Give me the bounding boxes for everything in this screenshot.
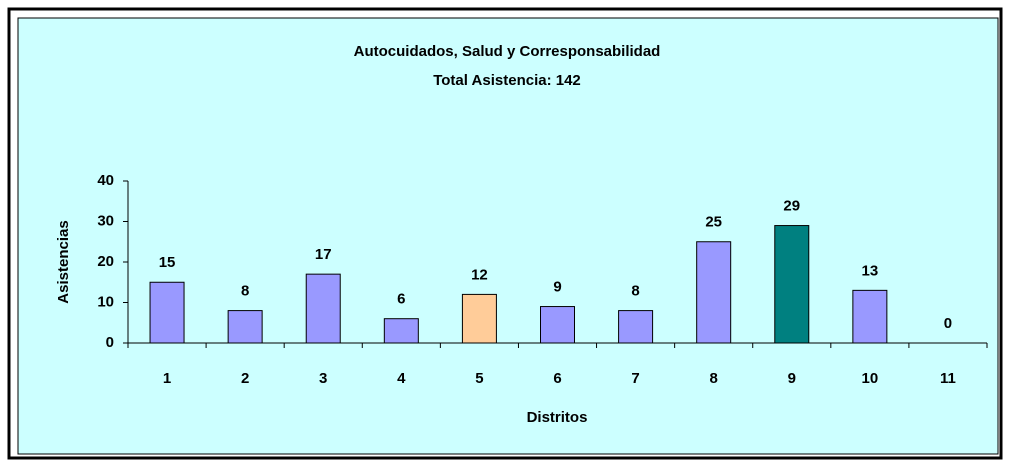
y-tick-label: 40 [97,172,114,189]
y-tick-label: 20 [97,253,114,270]
bar [540,306,575,344]
y-tick-label: 30 [97,212,114,229]
bar [618,310,654,344]
x-tick-label: 6 [553,370,561,387]
data-label: 0 [944,315,952,332]
bar [305,273,341,344]
x-tick-label: 9 [788,370,796,387]
data-label: 15 [159,254,176,271]
x-tick-label: 11 [940,370,956,387]
chart-area [17,17,999,455]
data-label: 6 [397,291,405,308]
data-label: 12 [471,266,488,283]
bar [149,281,185,344]
data-label: 25 [705,214,722,231]
bar [461,293,497,344]
bar [774,225,810,344]
x-tick-label: 4 [397,370,406,387]
x-tick-label: 1 [163,370,171,387]
bar [696,241,732,344]
data-label: 17 [315,246,332,263]
data-label: 8 [241,283,249,300]
data-label: 13 [862,262,879,279]
data-label: 29 [783,198,800,215]
y-axis-title: Asistencias [55,220,72,303]
bar [852,289,888,344]
chart-title: Autocuidados, Salud y Corresponsabilidad [354,43,661,60]
x-tick-label: 7 [631,370,639,387]
y-tick-label: 10 [97,293,114,310]
x-tick-label: 5 [475,370,483,387]
x-tick-label: 8 [710,370,718,387]
x-tick-label: 3 [319,370,327,387]
x-axis-title: Distritos [527,409,588,426]
x-tick-label: 2 [241,370,249,387]
bar [383,318,419,344]
data-label: 8 [631,283,639,300]
chart-subtitle: Total Asistencia: 142 [433,72,581,89]
bar [227,310,263,344]
y-tick-label: 0 [106,334,114,351]
data-label: 9 [553,279,561,296]
x-tick-label: 10 [862,370,879,387]
